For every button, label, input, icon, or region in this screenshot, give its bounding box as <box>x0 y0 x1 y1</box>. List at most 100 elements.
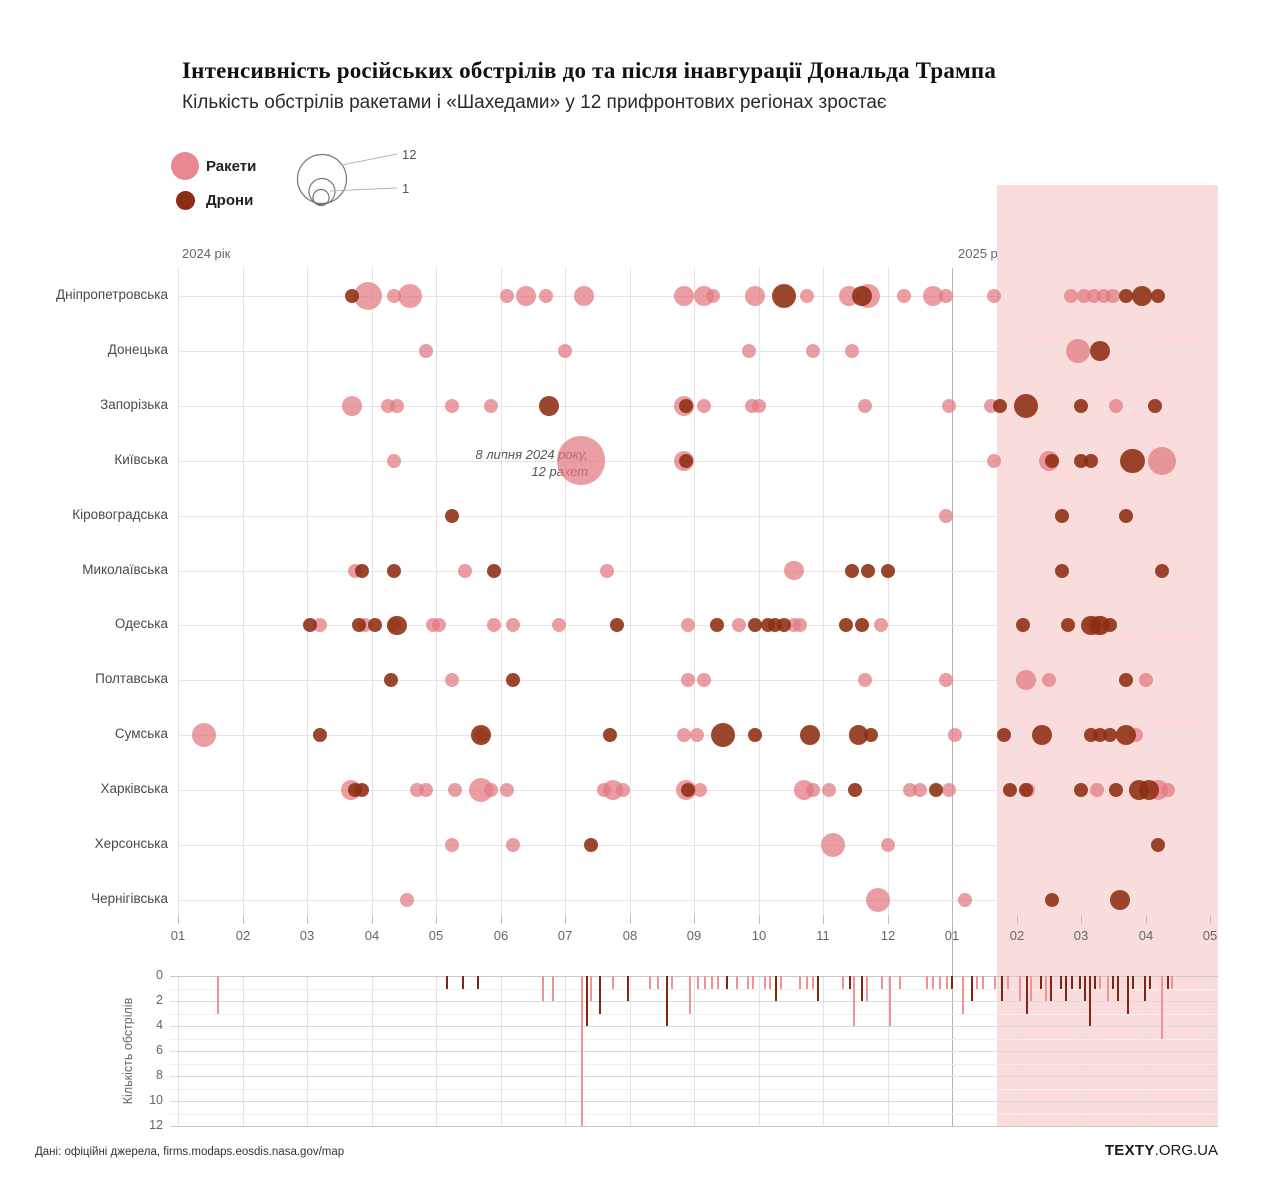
bubble-drone <box>1090 341 1111 361</box>
bar-drone <box>1149 976 1151 989</box>
bubble-rocket <box>696 673 711 688</box>
month-tick-label: 05 <box>428 928 444 943</box>
bar-rocket <box>805 976 808 989</box>
bar-drone <box>1049 976 1052 1001</box>
bubble-rocket <box>1064 289 1079 303</box>
bubble-rocket <box>506 618 521 633</box>
month-tick-label: 01 <box>170 928 186 943</box>
month-tick-label: 03 <box>299 928 315 943</box>
bubble-drone <box>354 563 369 578</box>
gridline-month <box>1017 268 1018 915</box>
bar-rocket <box>938 976 941 989</box>
bubble-rocket <box>693 783 708 798</box>
bar-gridline <box>170 1101 1218 1102</box>
row-gridline <box>178 625 1218 626</box>
region-label: Чернігівська <box>91 891 168 906</box>
bar-drone <box>1132 976 1135 989</box>
gridline-month <box>888 268 889 915</box>
region-label: Одеська <box>114 616 168 631</box>
bar-rocket <box>611 976 614 989</box>
period-band <box>997 185 1218 1126</box>
month-tick <box>1210 915 1211 924</box>
bubble-drone <box>679 398 694 413</box>
bubble-rocket <box>398 283 423 309</box>
bar-drone <box>598 976 601 1014</box>
bar-drone <box>1083 976 1086 1001</box>
bubble-rocket <box>419 343 434 358</box>
size-legend-icon <box>296 153 398 207</box>
bar-drone <box>1127 976 1130 1014</box>
bar-drone <box>665 976 668 1026</box>
size-legend-max-label: 12 <box>402 147 417 162</box>
gridline-month <box>1210 268 1211 915</box>
bubble-rocket <box>1090 783 1105 798</box>
bar-ytick-label: 0 <box>156 968 163 982</box>
bubble-drone <box>1119 508 1134 523</box>
bubble-rocket <box>538 289 553 303</box>
bar-rocket <box>689 976 692 1014</box>
bar-rocket <box>881 976 884 989</box>
month-tick-label: 12 <box>880 928 896 943</box>
month-tick <box>1146 915 1147 924</box>
month-tick <box>952 915 953 924</box>
bubble-drone <box>748 728 763 743</box>
bar-rocket <box>769 976 772 989</box>
data-source: Дані: офіційні джерела, firms.modaps.eos… <box>35 1146 345 1158</box>
bar-gridline <box>170 1051 1218 1052</box>
bubble-drone <box>1138 780 1159 800</box>
gridline-month <box>759 268 760 915</box>
bar-drone <box>1089 976 1092 1026</box>
bubble-rocket <box>732 618 747 633</box>
month-tick <box>436 915 437 924</box>
bar-rocket <box>852 976 855 1026</box>
bar-rocket <box>589 976 592 1001</box>
bubble-rocket <box>1016 670 1037 691</box>
region-label: Київська <box>114 452 168 467</box>
bar-ytick-label: 10 <box>149 1093 163 1107</box>
bar-rocket <box>671 976 674 989</box>
bubble-drone <box>1019 783 1034 798</box>
bubble-rocket <box>941 398 956 413</box>
bubble-rocket <box>445 398 460 413</box>
bubble-drone <box>1154 563 1169 578</box>
bubble-rocket <box>1138 673 1153 688</box>
bubble-rocket <box>387 453 402 468</box>
bubble-rocket <box>741 343 756 358</box>
bubble-rocket <box>445 673 460 688</box>
bubble-drone <box>1054 563 1069 578</box>
bubble-rocket <box>390 398 405 413</box>
bar-rocket <box>925 976 928 989</box>
bar-gridline <box>170 1126 1218 1127</box>
bubble-rocket <box>342 395 363 416</box>
bubble-drone <box>777 618 792 633</box>
bubble-rocket <box>419 783 434 798</box>
bubble-drone <box>487 563 502 578</box>
bubble-drone <box>471 725 492 746</box>
bubble-rocket <box>616 783 631 798</box>
bubble-drone <box>603 728 618 743</box>
region-label: Донецька <box>107 342 168 357</box>
bubble-rocket <box>938 673 953 688</box>
bar-gridline <box>170 1076 1218 1077</box>
bubble-drone <box>880 563 895 578</box>
bubble-drone <box>1014 393 1039 418</box>
bar-gridline <box>170 976 1218 977</box>
bar-rocket <box>716 976 719 989</box>
bubble-rocket <box>1161 783 1176 798</box>
gridline-year <box>952 268 953 1126</box>
bar-rocket <box>542 976 545 1001</box>
bar-rocket <box>1030 976 1033 1001</box>
bubble-rocket <box>938 289 953 303</box>
bubble-drone <box>1109 890 1130 910</box>
month-tick-label: 06 <box>493 928 509 943</box>
bar-drone <box>1112 976 1115 989</box>
bubble-rocket <box>806 783 821 798</box>
row-gridline <box>178 461 1218 462</box>
bar-drone <box>1060 976 1062 989</box>
bubble-drone <box>748 618 763 633</box>
bubble-drone <box>1044 892 1059 907</box>
bubble-rocket <box>1147 446 1176 475</box>
bubble-rocket <box>845 343 860 358</box>
bubble-rocket <box>599 563 614 578</box>
